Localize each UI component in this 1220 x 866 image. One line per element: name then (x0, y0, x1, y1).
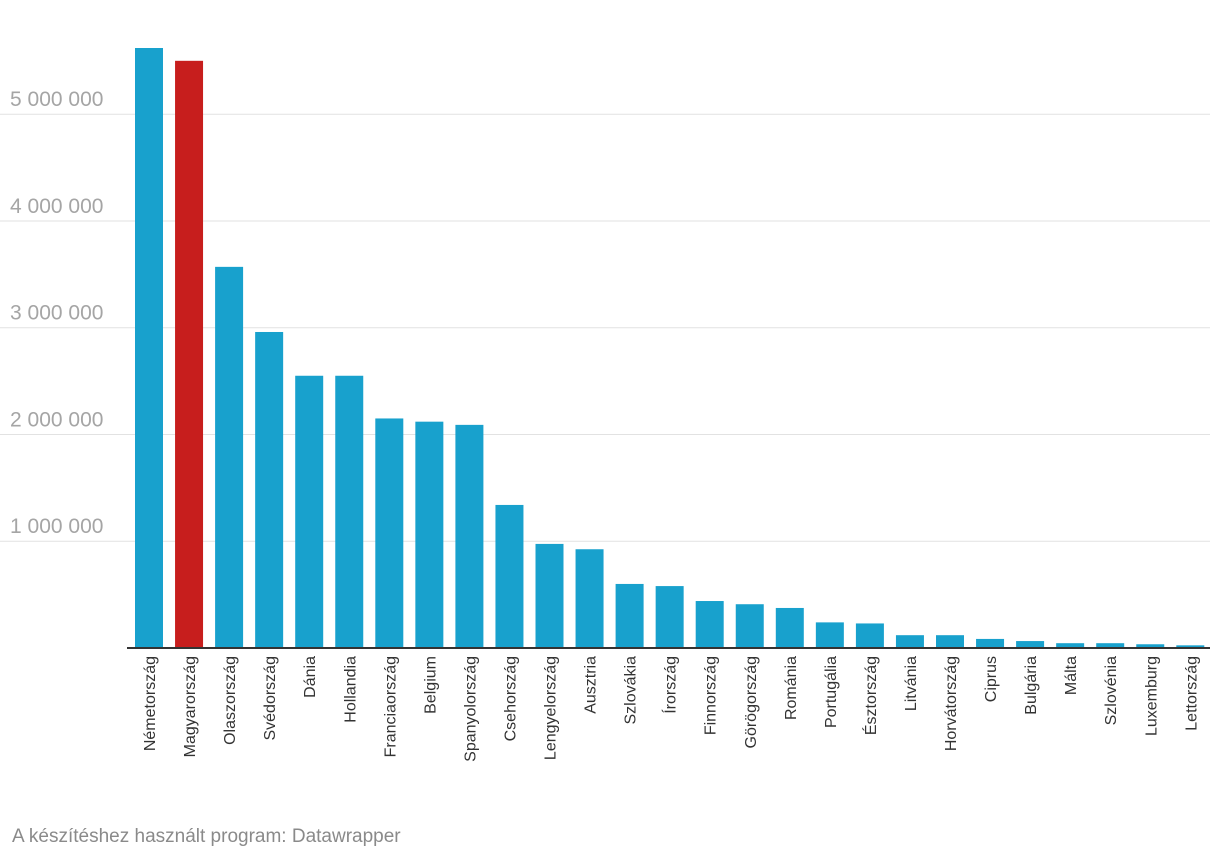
x-axis-labels: Németország Magyarország Olaszország Svédor… (142, 656, 1200, 762)
x-tick-label: Szlovákia (623, 656, 640, 725)
x-tick-label: Szlovénia (1103, 656, 1120, 725)
bar (575, 549, 604, 648)
y-tick-label: 3 000 000 (10, 302, 103, 325)
bar (1136, 644, 1165, 648)
x-tick-label: Portugália (823, 656, 840, 728)
x-tick-label: Spanyolország (462, 656, 479, 762)
y-tick-label: 2 000 000 (10, 408, 103, 431)
x-tick-label: Görögország (743, 656, 760, 749)
bar (735, 604, 764, 648)
x-tick-label: Hollandia (342, 656, 359, 723)
x-tick-label: Lengyelország (543, 656, 560, 760)
x-tick-label: Lettország (1183, 656, 1200, 731)
x-tick-label: Olaszország (222, 656, 239, 745)
bar (936, 635, 964, 648)
y-tick-label: 4 000 000 (10, 195, 103, 218)
x-tick-label: Ciprus (983, 656, 1000, 702)
x-tick-label: Málta (1063, 656, 1080, 695)
bar-chart-svg: 1 000 000 2 000 000 3 000 000 4 000 000 5 00… (0, 48, 1210, 762)
bar (175, 60, 204, 648)
bar (1056, 643, 1085, 648)
bar (695, 601, 724, 648)
bar (615, 583, 644, 648)
bar (335, 375, 364, 648)
bar (1176, 645, 1205, 648)
x-tick-label: Litvánia (903, 656, 920, 711)
bar (815, 622, 844, 648)
x-tick-label: Írország (661, 656, 680, 714)
x-tick-label: Svédország (262, 656, 279, 741)
bar (775, 607, 804, 648)
bar (895, 635, 924, 648)
bar (1016, 641, 1045, 648)
bar (495, 504, 524, 648)
y-axis-ticks: 1 000 000 2 000 000 3 000 000 4 000 000 5 00… (10, 88, 103, 538)
bar (535, 543, 564, 648)
x-tick-label: Románia (783, 656, 800, 720)
x-tick-label: Dánia (302, 656, 319, 698)
bar (455, 424, 484, 648)
x-tick-label: Horvátország (943, 656, 960, 751)
bar (976, 638, 1005, 648)
x-tick-label: Németország (142, 656, 159, 751)
footer-credit: A készítéshez használt program: Datawrap… (12, 826, 401, 847)
x-tick-label: Finnország (703, 656, 720, 735)
bar (655, 586, 684, 648)
y-tick-label: 1 000 000 (10, 515, 103, 538)
x-tick-label: Észtország (861, 656, 880, 735)
bar (855, 623, 884, 648)
bar (215, 266, 244, 648)
x-tick-label: Belgium (422, 656, 439, 714)
bar (135, 48, 163, 648)
x-tick-label: Csehország (502, 656, 519, 741)
bar (1096, 643, 1125, 648)
y-tick-label: 5 000 000 (10, 88, 103, 111)
x-tick-label: Luxemburg (1143, 656, 1160, 736)
x-tick-label: Magyarország (182, 656, 199, 757)
x-tick-label: Franciaország (382, 656, 399, 757)
bars (135, 48, 1205, 648)
x-tick-label: Ausztria (583, 656, 600, 714)
bar (415, 421, 444, 648)
bar (295, 375, 324, 648)
x-tick-label: Bulgária (1023, 656, 1040, 715)
bar (255, 331, 284, 648)
bar-chart: 1 000 000 2 000 000 3 000 000 4 000 000 5 00… (0, 48, 1210, 762)
bar (375, 418, 404, 648)
